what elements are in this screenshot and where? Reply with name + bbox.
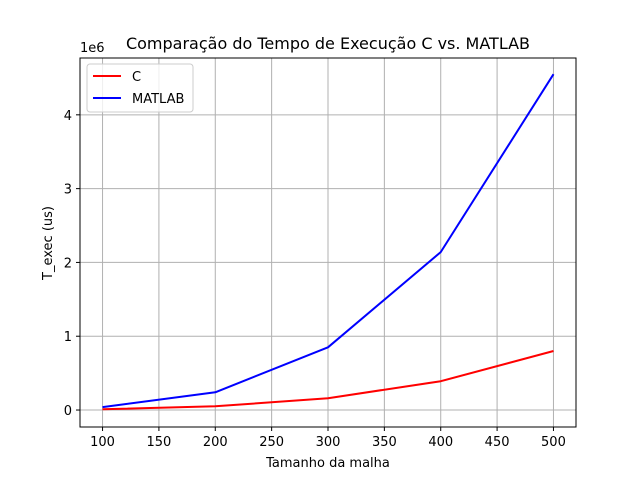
- legend-label-matlab: MATLAB: [132, 92, 184, 107]
- chart-title: Comparação do Tempo de Execução C vs. MA…: [126, 34, 530, 53]
- x-tick-label: 250: [259, 435, 284, 450]
- x-tick-label: 450: [485, 435, 510, 450]
- x-tick-label: 200: [203, 435, 228, 450]
- legend: C MATLAB: [86, 63, 194, 113]
- x-axis-label: Tamanho da malha: [265, 456, 390, 471]
- y-tick-label: 4: [64, 109, 72, 124]
- x-tick-label: 150: [146, 435, 171, 450]
- series-line-matlab: [102, 73, 555, 409]
- legend-label-c: C: [132, 70, 141, 85]
- y-tick-label: 1: [64, 330, 72, 345]
- y-axis-multiplier: 1e6: [80, 41, 105, 56]
- x-tick-label: 300: [316, 435, 341, 450]
- y-tick-label: 0: [64, 404, 72, 419]
- x-tick-label: 350: [372, 435, 397, 450]
- series-lines: [102, 73, 555, 411]
- x-axis-ticks: 100 150 200 250 300 350 400 450 500: [90, 427, 566, 450]
- y-tick-label: 2: [64, 256, 72, 271]
- x-tick-label: 100: [90, 435, 115, 450]
- x-tick-label: 500: [541, 435, 566, 450]
- y-axis-ticks: 0 1 2 3 4: [64, 109, 80, 419]
- grid-lines: [80, 58, 576, 427]
- y-axis-label: T_exec (us): [41, 206, 56, 281]
- x-tick-label: 400: [428, 435, 453, 450]
- series-line-c: [102, 350, 554, 411]
- y-tick-label: 3: [64, 183, 72, 198]
